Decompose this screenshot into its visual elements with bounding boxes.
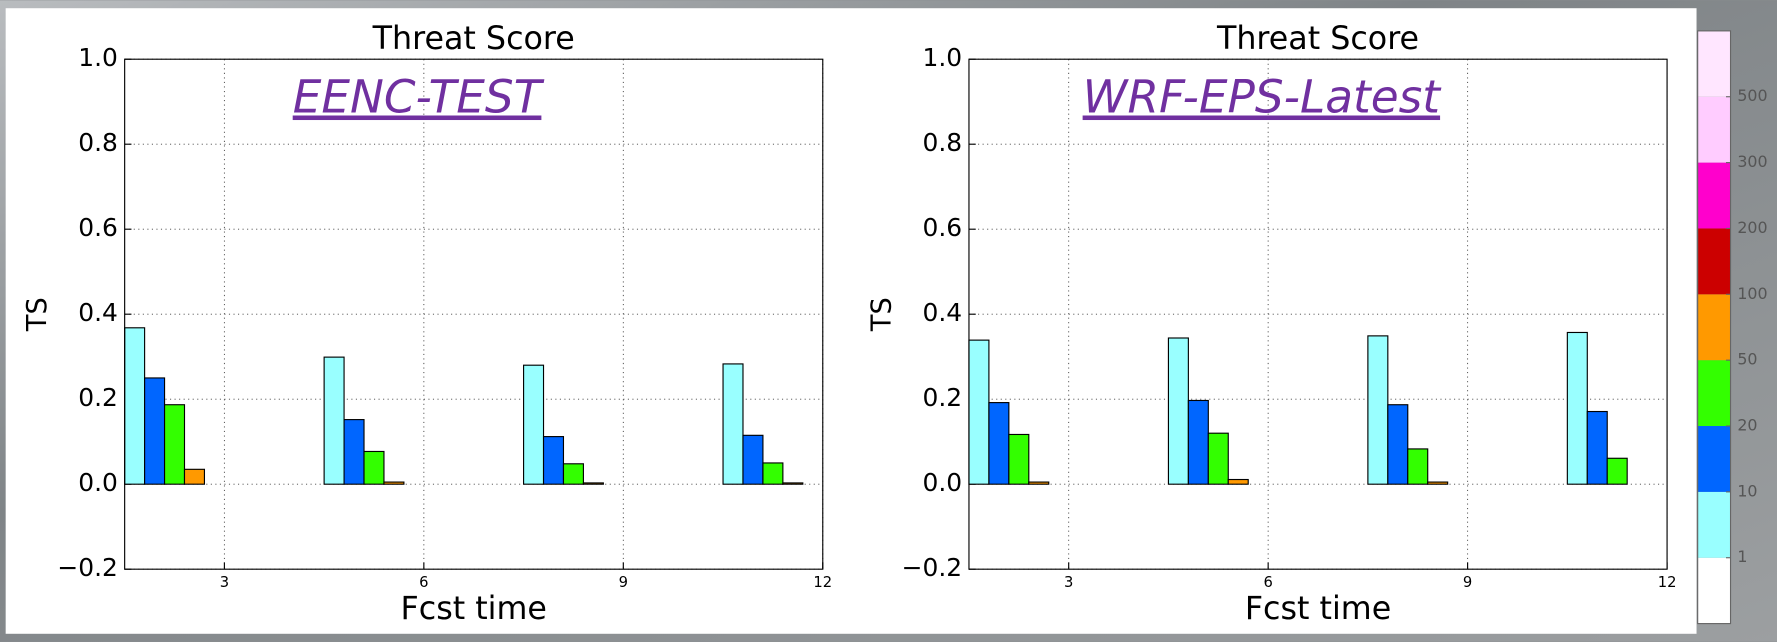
y-tick-label: 0.0 [78,468,118,497]
y-tick-label: 1.0 [923,43,963,72]
y-tick-label: 0.8 [78,128,118,157]
bar [1167,337,1189,485]
colorbar-segment [1697,228,1731,295]
x-axis-label: Fcst time [401,591,547,627]
y-axis-label: TS [866,297,897,332]
x-tick-label: 3 [220,574,229,591]
bar [183,468,206,485]
bar [323,356,345,485]
bar [1367,335,1389,485]
colorbar-segment [1697,294,1731,361]
y-axis-label: TS [22,297,53,332]
colorbar-segment [1697,426,1731,492]
panel [5,8,1697,634]
bar [742,434,764,485]
bar [1008,433,1030,485]
colorbar-segment [1697,96,1731,163]
chart-title: Threat Score [1216,21,1419,57]
y-tick-label: 0.4 [78,298,118,327]
colorbar-label: 50 [1737,350,1757,369]
axes-frame [968,58,1668,570]
y-tick-label: 0.0 [923,468,963,497]
y-tick-label: 0.2 [78,383,118,412]
y-tick-label: 1.0 [78,43,118,72]
x-axis-label: Fcst time [1245,591,1391,627]
y-tick-label: 0.6 [78,213,118,242]
colorbar-segment [1697,360,1731,427]
bar [1427,481,1449,485]
axes-frame [124,58,824,570]
colorbar: 1 10 20 50 100 200 300 500 [1697,30,1768,625]
bar [542,436,565,485]
bar [163,404,186,485]
y-tick-label: −0.2 [57,553,118,582]
chart: −0.2 0.0 0.2 0.4 0.6 0.8 1.0 3 6 9 12 Threat Score E… [22,21,832,627]
y-tick-label: 0.2 [923,383,963,412]
bar [523,364,545,485]
colorbar-label: 20 [1737,416,1757,435]
chart: −0.2 0.0 0.2 0.4 0.6 0.8 1.0 3 6 9 12 Threat Score W… [866,21,1676,627]
chart-subtitle: EENC-TEST [293,71,545,124]
bar [383,481,405,485]
x-tick-label: 9 [619,574,628,591]
x-tick-label: 9 [1463,574,1472,591]
colorbar-label: 200 [1737,218,1767,237]
colorbar-segment [1697,30,1731,97]
bar [988,402,1010,485]
bar [343,419,365,485]
colorbar-segment [1697,162,1731,229]
colorbar-label: 500 [1737,86,1767,105]
bar [1227,478,1249,485]
y-tick-label: 0.8 [923,128,963,157]
chart-title: Threat Score [372,21,575,57]
bar [1606,457,1628,485]
bar [1407,448,1429,485]
bar [363,450,385,485]
bar [562,463,584,485]
x-tick-label: 6 [419,574,428,591]
colorbar-label: 300 [1737,152,1767,171]
bar [1187,399,1209,485]
bar [1566,331,1588,485]
colorbar-label: 1 [1737,547,1747,566]
y-tick-label: 0.4 [923,298,963,327]
bar [968,339,990,485]
chart-subtitle: WRF-EPS-Latest [1083,71,1443,124]
colorbar-frame [1697,30,1732,625]
x-tick-label: 6 [1263,574,1272,591]
bar [582,482,604,485]
y-tick-label: 0.6 [923,213,963,242]
x-tick-label: 3 [1064,574,1073,591]
bar [1028,481,1050,485]
bar [1387,404,1409,485]
bar [1207,432,1229,485]
bar [762,462,784,485]
bar [124,327,146,485]
y-tick-label: −0.2 [902,553,963,582]
bar [782,482,804,485]
colorbar-segment [1697,557,1731,624]
bar [144,377,166,485]
bar [1586,410,1608,485]
bar [722,363,744,485]
x-tick-label: 12 [813,574,832,591]
colorbar-segment [1697,491,1731,558]
x-tick-label: 12 [1658,574,1677,591]
colorbar-label: 10 [1737,481,1757,500]
colorbar-label: 100 [1737,284,1767,303]
